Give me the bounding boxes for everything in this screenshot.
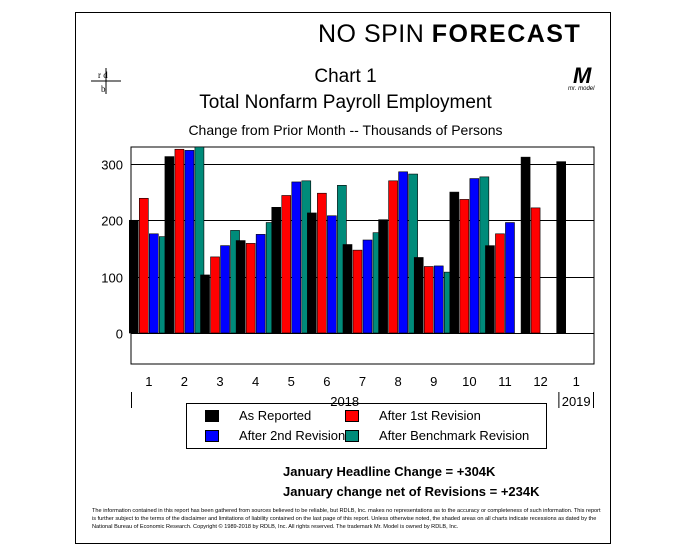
rdlb-logo-icon: r d b xyxy=(91,68,121,94)
chart-legend: As Reported After 1st Revision After 2nd… xyxy=(186,403,547,449)
x-tick-label: 1 xyxy=(145,374,152,389)
disclaimer-text: The information contained in this report… xyxy=(92,508,601,530)
y-tick-label: 200 xyxy=(101,214,123,229)
brand-part1: NO SPIN xyxy=(318,20,425,48)
x-tick-label: 8 xyxy=(394,374,401,389)
legend-label: After Benchmark Revision xyxy=(379,428,530,443)
x-tick-label: 10 xyxy=(462,374,476,389)
bar xyxy=(164,156,175,334)
legend-swatch xyxy=(345,429,359,442)
legend-item: After 1st Revision xyxy=(345,408,481,423)
bar xyxy=(245,243,256,334)
bar xyxy=(200,274,210,334)
bar xyxy=(281,195,292,334)
bar xyxy=(210,256,220,334)
y-tick-label: 300 xyxy=(101,158,123,173)
legend-label: After 2nd Revision xyxy=(239,428,346,443)
bar xyxy=(469,178,480,334)
headline-change-note: January Headline Change = +304K xyxy=(283,464,496,479)
mr-model-letter: M xyxy=(573,63,592,88)
rdlb-logo-top: r d xyxy=(98,70,108,80)
bar xyxy=(459,199,470,334)
bar xyxy=(174,148,185,334)
bar xyxy=(129,219,139,334)
legend-item: After 2nd Revision xyxy=(205,428,345,443)
bar xyxy=(317,192,327,334)
bar xyxy=(342,244,353,334)
bar xyxy=(388,180,398,334)
net-revisions-note: January change net of Revisions = +234K xyxy=(283,484,540,499)
bar xyxy=(520,156,531,334)
bar xyxy=(149,233,159,334)
bar xyxy=(530,207,541,334)
bar xyxy=(220,245,230,334)
bar xyxy=(556,161,566,334)
x-tick-label: 3 xyxy=(216,374,223,389)
bar xyxy=(352,249,363,334)
x-tick-label: 4 xyxy=(252,374,259,389)
brand-part2: FORECAST xyxy=(431,20,582,48)
x-tick-label: 12 xyxy=(533,374,547,389)
bar xyxy=(398,171,408,334)
x-tick-label: 2 xyxy=(181,374,188,389)
legend-swatch xyxy=(205,429,219,442)
legend-item: After Benchmark Revision xyxy=(345,428,529,443)
chart-subtitle: Change from Prior Month -- Thousands of … xyxy=(188,122,503,138)
x-tick-label: 6 xyxy=(323,374,330,389)
brand-logo: NO SPIN FORECAST xyxy=(318,20,581,49)
bar xyxy=(413,257,424,334)
bar xyxy=(307,212,317,334)
bar xyxy=(495,233,505,334)
bar xyxy=(291,181,302,334)
mr-model-caption: mr. model xyxy=(568,86,595,92)
legend-label: After 1st Revision xyxy=(379,408,481,423)
bar xyxy=(139,197,149,334)
chart-title: Chart 1 xyxy=(314,66,377,87)
x-tick-label: 11 xyxy=(498,374,512,389)
bar xyxy=(184,150,195,334)
x-tick-label: 5 xyxy=(288,374,295,389)
y-tick-label: 0 xyxy=(116,327,123,342)
bar xyxy=(255,234,266,334)
bar xyxy=(433,265,444,334)
bar xyxy=(449,191,460,334)
x-tick-label: 7 xyxy=(359,374,366,389)
mr-model-logo-icon: M mr. model xyxy=(565,63,603,93)
bar xyxy=(362,239,373,334)
legend-swatch xyxy=(205,409,219,422)
year-group-label: 2018 xyxy=(330,394,359,409)
bar xyxy=(194,146,205,334)
chart-title-line2: Total Nonfarm Payroll Employment xyxy=(199,92,492,113)
bar xyxy=(235,240,246,334)
bar xyxy=(423,266,434,334)
bar xyxy=(408,173,418,334)
bar xyxy=(271,207,282,334)
year-group-label: 2019 xyxy=(562,394,591,409)
rdlb-logo-bottom: b xyxy=(101,84,106,94)
bar xyxy=(327,215,337,334)
bar xyxy=(378,219,388,334)
legend-label: As Reported xyxy=(239,408,312,423)
bar xyxy=(505,222,515,334)
bar xyxy=(485,245,495,334)
legend-item: As Reported xyxy=(205,408,311,423)
page-border xyxy=(75,12,611,544)
y-tick-label: 100 xyxy=(101,271,123,286)
x-tick-label: 1 xyxy=(573,374,580,389)
legend-swatch xyxy=(345,409,359,422)
x-tick-label: 9 xyxy=(430,374,437,389)
